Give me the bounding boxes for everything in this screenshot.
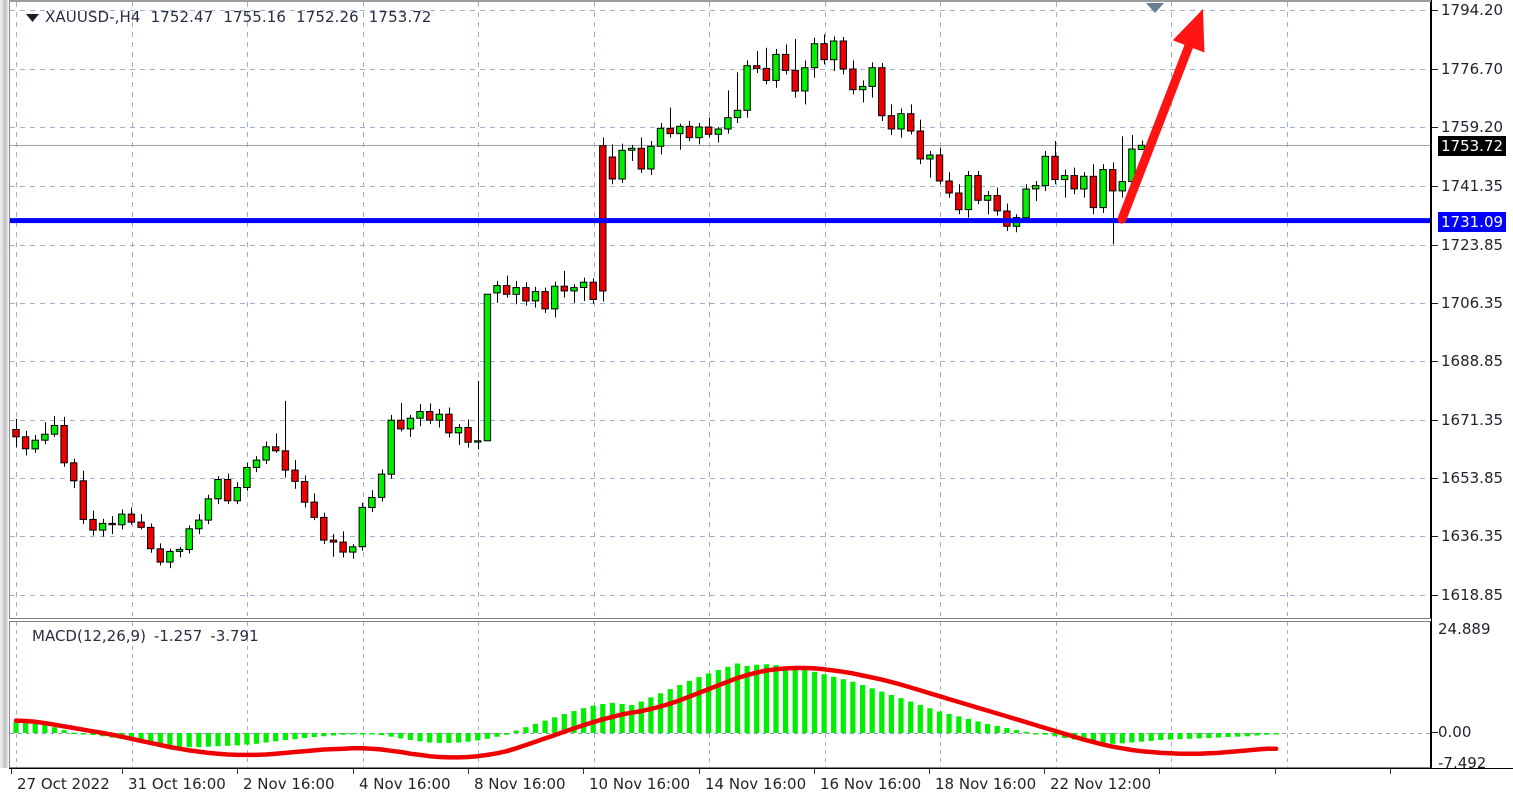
time-axis-label: 2 Nov 16:00 (243, 775, 335, 793)
ohlc-values: 1752.47 1755.16 1752.26 1753.72 (141, 8, 432, 26)
macd-axis-label: -7.492 (1438, 754, 1487, 772)
time-axis-tick (1390, 769, 1391, 774)
left-scroll-gutter[interactable] (0, 0, 9, 768)
price-axis-tick (1432, 127, 1438, 128)
price-axis-label: 1794.20 (1441, 1, 1504, 20)
pane-separator[interactable] (9, 618, 1431, 622)
price-chart-pane[interactable]: XAUUSD-,H4 1752.47 1755.16 1752.26 1753.72 (9, 2, 1431, 618)
symbol-label: XAUUSD-,H4 (45, 8, 141, 26)
time-axis[interactable]: 27 Oct 2022 31 Oct 16:00 2 Nov 16:00 4 Nov … (9, 768, 1513, 800)
price-axis-tick (1432, 478, 1438, 479)
time-axis-label: 10 Nov 16:00 (589, 775, 691, 793)
time-axis-label: 31 Oct 16:00 (128, 775, 226, 793)
price-axis-label: 1723.85 (1441, 235, 1504, 254)
triangle-down-icon[interactable] (26, 13, 39, 22)
time-axis-label: 4 Nov 16:00 (359, 775, 451, 793)
price-axis-tick (1432, 303, 1438, 304)
price-axis-tick (1432, 245, 1438, 246)
time-axis-tick (1044, 769, 1045, 774)
low-value: 1752.26 (296, 8, 359, 26)
chart-symbol-header: XAUUSD-,H4 1752.47 1755.16 1752.26 1753.72 (26, 8, 432, 26)
macd-signal-value: -3.791 (210, 627, 259, 645)
time-axis-label: 14 Nov 16:00 (705, 775, 807, 793)
support-price-badge: 1731.09 (1438, 211, 1507, 232)
time-axis-label: 27 Oct 2022 (17, 775, 110, 793)
time-axis-label: 16 Nov 16:00 (820, 775, 922, 793)
macd-value: -1.257 (153, 627, 203, 645)
macd-canvas (10, 622, 1430, 767)
macd-axis-label: 0.00 (1438, 722, 1472, 741)
time-axis-tick (122, 769, 123, 774)
price-axis-tick (1432, 10, 1438, 11)
price-axis-tick (1432, 69, 1438, 70)
price-axis-label: 1688.85 (1441, 352, 1504, 371)
macd-axis-tick (1432, 732, 1438, 733)
price-axis-label: 1636.35 (1441, 527, 1504, 546)
price-axis-label: 1776.70 (1441, 59, 1504, 78)
macd-header: MACD(12,26,9) -1.257 -3.791 (24, 627, 259, 645)
time-axis-label: 8 Nov 16:00 (474, 775, 566, 793)
time-axis-tick (699, 769, 700, 774)
time-axis-tick (11, 769, 12, 774)
price-axis-label: 1653.85 (1441, 468, 1504, 487)
price-axis-label: 1618.85 (1441, 585, 1504, 604)
time-axis-tick (1275, 769, 1276, 774)
time-axis-tick (237, 769, 238, 774)
price-axis-tick (1432, 536, 1438, 537)
price-axis-label: 1759.20 (1441, 118, 1504, 136)
price-axis-tick (1432, 595, 1438, 596)
price-chart-canvas (10, 2, 1430, 616)
close-value: 1753.72 (368, 8, 432, 26)
last-price-badge: 1753.72 (1438, 136, 1507, 157)
price-axis[interactable]: 1794.20 1776.70 1759.20 1741.35 1723.85 1706.… (1431, 0, 1513, 772)
time-axis-tick (468, 769, 469, 774)
price-axis-label: 1671.35 (1441, 410, 1504, 429)
price-axis-label: 1706.35 (1441, 294, 1504, 313)
high-value: 1755.16 (223, 8, 287, 26)
time-axis-tick (583, 769, 584, 774)
time-axis-label: 22 Nov 12:00 (1050, 775, 1152, 793)
time-axis-tick (1159, 769, 1160, 774)
price-axis-label: 1741.35 (1441, 177, 1504, 196)
time-axis-tick (353, 769, 354, 774)
price-axis-tick (1432, 186, 1438, 187)
time-axis-tick (814, 769, 815, 774)
macd-indicator-pane[interactable]: MACD(12,26,9) -1.257 -3.791 (9, 621, 1431, 768)
price-axis-tick (1432, 420, 1438, 421)
top-border-rule (9, 0, 1513, 2)
macd-axis-label: 24.889 (1438, 620, 1491, 638)
open-value: 1752.47 (150, 8, 214, 26)
time-axis-tick (929, 769, 930, 774)
price-axis-tick (1432, 361, 1438, 362)
time-axis-label: 18 Nov 16:00 (935, 775, 1037, 793)
macd-name-label: MACD(12,26,9) (32, 627, 146, 645)
chart-object-marker-icon[interactable] (1146, 3, 1164, 13)
